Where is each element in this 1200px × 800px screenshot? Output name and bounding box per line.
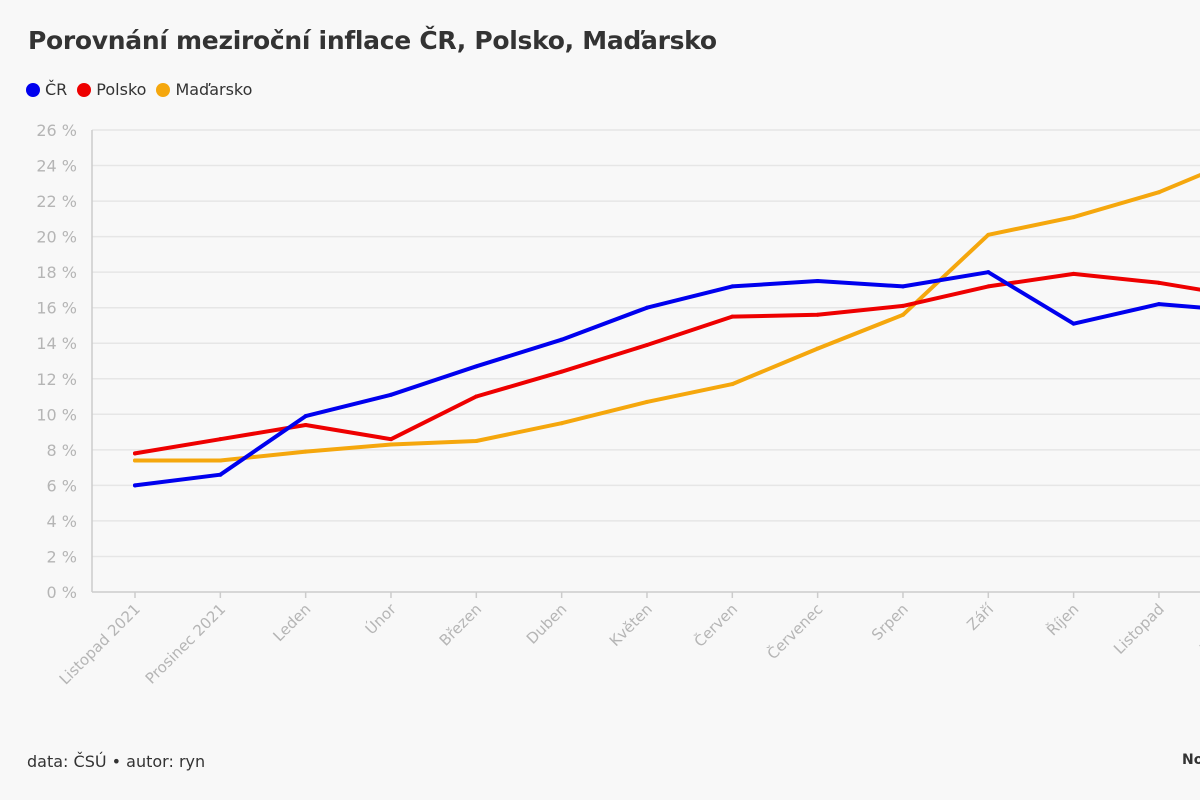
legend-dot-cr bbox=[26, 82, 40, 97]
x-tick-label: Srpen bbox=[868, 600, 912, 644]
legend-label-cr: ČR bbox=[45, 80, 68, 99]
source-credit: data: ČSÚ • autor: ryn bbox=[27, 752, 206, 771]
x-tick-label: Prosinec bbox=[1196, 600, 1200, 657]
x-tick-label: Leden bbox=[270, 600, 315, 645]
legend-item-cr: ČR bbox=[26, 80, 67, 99]
legend-item-polsko: Polsko bbox=[77, 80, 146, 99]
data-point bbox=[474, 438, 479, 443]
y-tick-label: 8 % bbox=[47, 441, 77, 460]
y-tick-label: 24 % bbox=[36, 157, 77, 176]
data-point bbox=[303, 422, 308, 427]
data-point bbox=[1071, 321, 1076, 326]
y-tick-label: 10 % bbox=[36, 405, 77, 424]
data-point bbox=[1071, 271, 1076, 276]
y-tick-label: 2 % bbox=[47, 547, 77, 566]
footer-right-text: No bbox=[1182, 752, 1200, 768]
data-point bbox=[474, 364, 479, 369]
data-point bbox=[900, 284, 905, 289]
series-line-polsko bbox=[133, 271, 1200, 456]
y-tick-label: 4 % bbox=[47, 512, 77, 531]
data-point bbox=[644, 343, 649, 348]
y-tick-label: 6 % bbox=[47, 476, 77, 495]
x-tick-label: Únor bbox=[361, 599, 400, 638]
data-point bbox=[303, 449, 308, 454]
legend-item-madarsko: Maďarsko bbox=[156, 80, 252, 99]
y-tick-label: 20 % bbox=[36, 228, 77, 247]
data-point bbox=[644, 399, 649, 404]
data-point bbox=[1071, 215, 1076, 220]
y-tick-label: 26 % bbox=[36, 121, 77, 140]
data-point bbox=[388, 392, 393, 397]
y-tick-label: 18 % bbox=[36, 263, 77, 282]
x-tick-label: Červenec bbox=[763, 599, 827, 663]
y-tick-label: 0 % bbox=[47, 583, 77, 602]
data-point bbox=[730, 382, 735, 387]
data-point bbox=[133, 458, 137, 463]
data-point bbox=[303, 414, 308, 419]
x-tick-label: Září bbox=[963, 600, 997, 634]
data-point bbox=[815, 346, 820, 351]
data-point bbox=[815, 279, 820, 284]
data-point bbox=[133, 451, 137, 456]
legend-label-polsko: Polsko bbox=[96, 80, 147, 99]
data-point bbox=[730, 314, 735, 319]
x-tick-label: Květen bbox=[606, 600, 656, 650]
data-point bbox=[388, 442, 393, 447]
legend-label-madarsko: Maďarsko bbox=[175, 80, 253, 99]
data-point bbox=[559, 337, 564, 342]
data-point bbox=[900, 303, 905, 308]
data-point bbox=[730, 284, 735, 289]
x-tick-label: Duben bbox=[523, 600, 571, 648]
y-tick-label: 22 % bbox=[36, 192, 77, 211]
x-tick-label: Březen bbox=[436, 600, 485, 649]
series-line-madarsko bbox=[133, 172, 1200, 463]
data-point bbox=[1156, 280, 1161, 285]
data-point bbox=[474, 394, 479, 399]
data-point bbox=[1156, 302, 1161, 307]
y-tick-label: 16 % bbox=[36, 299, 77, 318]
x-tick-label: Listopad 2021 bbox=[56, 600, 144, 688]
x-tick-label: Listopad bbox=[1110, 600, 1168, 658]
data-point bbox=[218, 458, 223, 463]
y-tick-label: 14 % bbox=[36, 334, 77, 353]
data-point bbox=[900, 312, 905, 317]
data-point bbox=[986, 232, 991, 237]
data-point bbox=[815, 312, 820, 317]
series-line-cr bbox=[133, 270, 1200, 488]
data-point bbox=[218, 472, 223, 477]
data-point bbox=[559, 369, 564, 374]
data-point bbox=[1156, 190, 1161, 195]
data-point bbox=[986, 284, 991, 289]
legend: ČR Polsko Maďarsko bbox=[26, 80, 262, 99]
x-tick-label: Prosinec 2021 bbox=[142, 600, 229, 687]
data-point bbox=[388, 437, 393, 442]
data-point bbox=[133, 483, 137, 488]
data-point bbox=[218, 437, 223, 442]
y-tick-label: 12 % bbox=[36, 370, 77, 389]
x-tick-label: Říjen bbox=[1043, 599, 1083, 639]
data-point bbox=[644, 305, 649, 310]
chart-title: Porovnání meziroční inflace ČR, Polsko, … bbox=[28, 26, 717, 55]
legend-dot-madarsko bbox=[156, 82, 171, 97]
legend-dot-polsko bbox=[77, 82, 92, 97]
data-point bbox=[986, 270, 991, 275]
data-point bbox=[559, 421, 564, 426]
x-tick-label: Červen bbox=[690, 599, 741, 650]
